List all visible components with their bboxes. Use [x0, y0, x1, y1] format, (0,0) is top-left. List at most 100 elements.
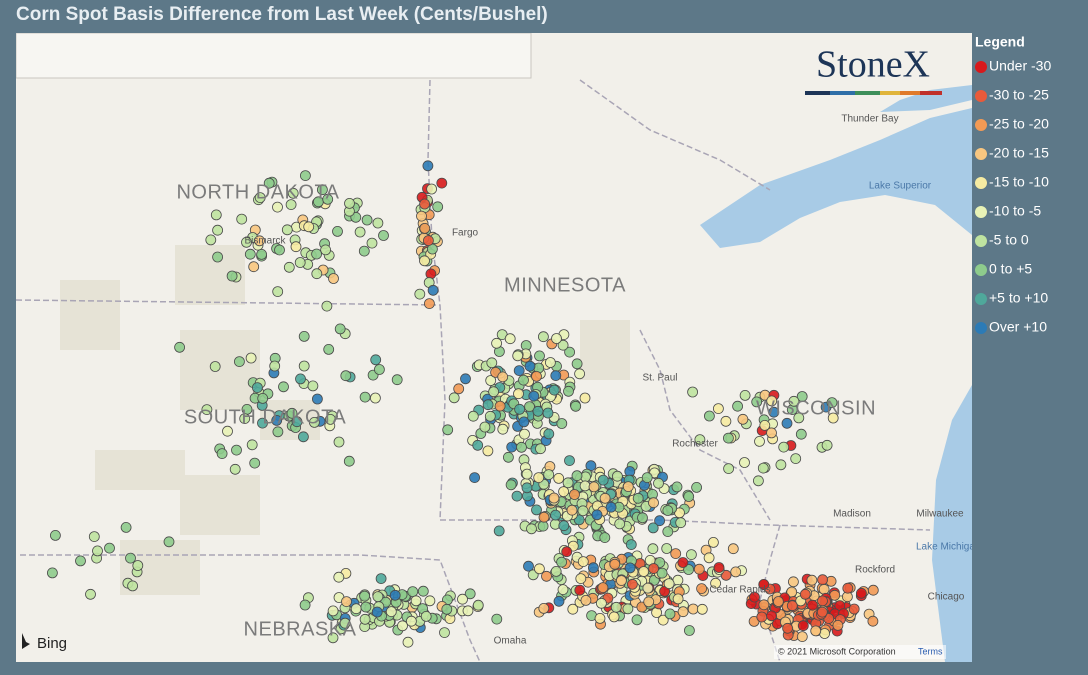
place-label: Omaha [494, 636, 527, 647]
location-dot [327, 632, 339, 644]
location-dot [339, 617, 351, 629]
location-dot [574, 368, 585, 380]
location-dot [558, 520, 570, 532]
legend-label: -10 to -5 [989, 203, 1041, 219]
location-dot [343, 455, 355, 467]
location-dot [656, 567, 668, 579]
attribution-bg [774, 645, 946, 659]
place-label: Milwaukee [916, 509, 964, 520]
location-dot [654, 515, 665, 527]
location-dot [236, 213, 248, 225]
location-dot [553, 595, 565, 607]
location-dot [385, 606, 397, 617]
location-dot [579, 480, 591, 492]
location-dot [713, 562, 725, 573]
location-dot [311, 268, 323, 280]
map: NORTH DAKOTA SOUTH DAKOTA MINNESOTA WISC… [16, 33, 972, 662]
location-dot [538, 511, 550, 523]
location-dot [543, 428, 555, 440]
location-dot [47, 567, 58, 579]
location-dot [502, 451, 514, 463]
bing-icon [22, 633, 30, 649]
location-dot [684, 625, 695, 636]
location-dot [793, 412, 805, 424]
location-dot [758, 599, 770, 611]
location-dot [543, 469, 555, 481]
location-dot [564, 346, 575, 358]
location-dot [773, 596, 784, 607]
location-dot [257, 392, 269, 404]
location-dot [534, 563, 545, 575]
location-dot [569, 489, 580, 500]
location-dot [608, 611, 620, 623]
location-dot [677, 606, 689, 618]
location-dot [283, 261, 295, 273]
location-dot [766, 610, 777, 622]
location-dot [299, 170, 311, 182]
location-dot [460, 373, 471, 385]
location-dot [209, 361, 221, 372]
location-dot [795, 428, 807, 440]
terms-link[interactable]: Terms [918, 646, 943, 656]
location-dot [756, 611, 768, 623]
location-dot [796, 631, 808, 642]
location-dot [537, 520, 549, 532]
location-dot [327, 605, 339, 617]
location-dot [727, 543, 739, 555]
location-dot [297, 431, 309, 443]
location-dot [534, 350, 545, 362]
location-dot [671, 481, 683, 493]
location-dot [358, 245, 370, 257]
location-dot [683, 491, 695, 502]
location-dot [163, 536, 175, 548]
location-dot [535, 443, 546, 455]
location-dot [686, 549, 697, 560]
location-dot [662, 505, 674, 516]
location-dot [344, 197, 355, 209]
location-dot [464, 588, 476, 600]
location-dot [766, 395, 778, 407]
lake-nipigon [880, 85, 972, 112]
location-dot [526, 523, 537, 535]
location-dot [414, 288, 426, 300]
location-dot [462, 605, 474, 617]
location-dot [648, 563, 659, 574]
location-dot [591, 509, 603, 521]
legend-label: Under -30 [989, 58, 1051, 74]
location-dot [518, 374, 529, 386]
location-dot [311, 248, 323, 260]
location-dot [797, 620, 809, 632]
location-dot [788, 395, 800, 407]
location-dot [249, 457, 261, 469]
location-dot [239, 413, 251, 425]
location-dot [677, 557, 689, 568]
location-dot [417, 585, 429, 597]
location-dot [334, 323, 346, 335]
location-dot [389, 589, 401, 601]
location-dot [248, 261, 260, 273]
location-dot [788, 576, 799, 588]
logo: StoneX [816, 44, 930, 86]
location-dot [229, 463, 241, 475]
location-dot [556, 418, 568, 429]
location-dot [359, 613, 371, 625]
location-dot [426, 183, 438, 195]
location-dot [775, 459, 787, 471]
location-dot [497, 423, 509, 435]
legend-label: +5 to +10 [989, 290, 1048, 306]
location-dot [370, 354, 382, 366]
location-dot [324, 413, 336, 425]
location-dot [856, 587, 867, 599]
location-dot [571, 358, 583, 370]
location-dot [372, 591, 384, 602]
location-dot [257, 417, 268, 429]
location-dot [512, 350, 524, 362]
location-dot [453, 383, 465, 395]
location-dot [88, 531, 100, 542]
location-dot [790, 453, 802, 465]
location-dot [294, 257, 306, 268]
location-dot [513, 388, 524, 400]
location-dot [538, 331, 549, 343]
location-dot [612, 470, 623, 482]
location-dot [407, 586, 419, 597]
